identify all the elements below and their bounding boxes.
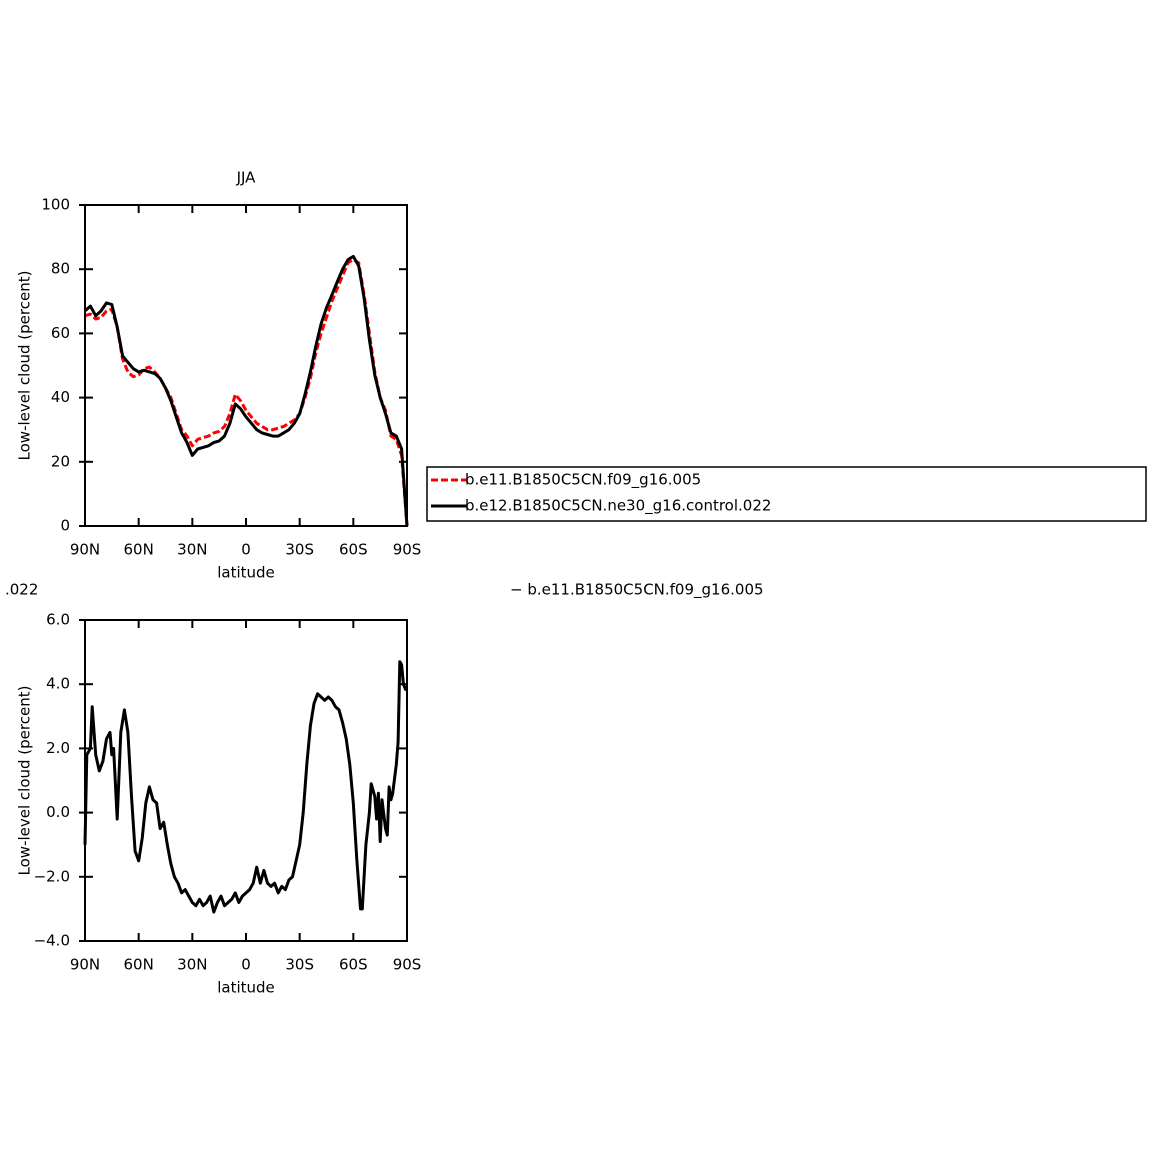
y-axis-label: Low-level cloud (percent) [16,686,34,876]
x-tick-label: 90S [393,956,422,974]
legend-label: b.e11.B1850C5CN.f09_g16.005 [465,471,701,490]
legend-label: b.e12.B1850C5CN.ne30_g16.control.022 [465,497,771,516]
x-tick-label: 60S [339,956,368,974]
y-tick-label: 6.0 [46,611,70,629]
x-tick-label: 30N [177,541,207,559]
annotation: − b.e11.B1850C5CN.f09_g16.005 [510,581,764,600]
x-axis-label: latitude [217,979,275,997]
chart-title: JJA [236,169,257,187]
x-tick-label: 60N [124,956,154,974]
x-tick-label: 90S [393,541,422,559]
legend-box [426,466,1147,522]
x-axis-label: latitude [217,564,275,582]
x-tick-label: 60S [339,541,368,559]
data-line [83,660,408,914]
y-tick-label: 2.0 [46,739,70,757]
x-tick-label: 60N [124,541,154,559]
y-tick-label: 0 [60,517,70,535]
y-tick-label: 4.0 [46,675,70,693]
y-tick-label: −2.0 [34,867,70,885]
y-tick-label: 60 [51,324,70,342]
x-tick-label: 0 [241,956,251,974]
data-line [84,258,409,527]
x-tick-label: 30S [285,956,314,974]
y-axis-label: Low-level cloud (percent) [16,271,34,461]
x-tick-label: 30N [177,956,207,974]
x-tick-label: 90N [70,541,100,559]
y-tick-label: 40 [51,388,70,406]
plot-frame [84,619,408,942]
y-tick-label: 100 [41,196,70,214]
annotation: .022 [5,581,38,599]
data-line [84,254,409,527]
y-tick-label: 20 [51,452,70,470]
plot-frame [84,204,408,527]
x-tick-label: 30S [285,541,314,559]
y-tick-label: 0.0 [46,803,70,821]
x-tick-label: 0 [241,541,251,559]
y-tick-label: 80 [51,260,70,278]
x-tick-label: 90N [70,956,100,974]
y-tick-label: −4.0 [34,932,70,950]
